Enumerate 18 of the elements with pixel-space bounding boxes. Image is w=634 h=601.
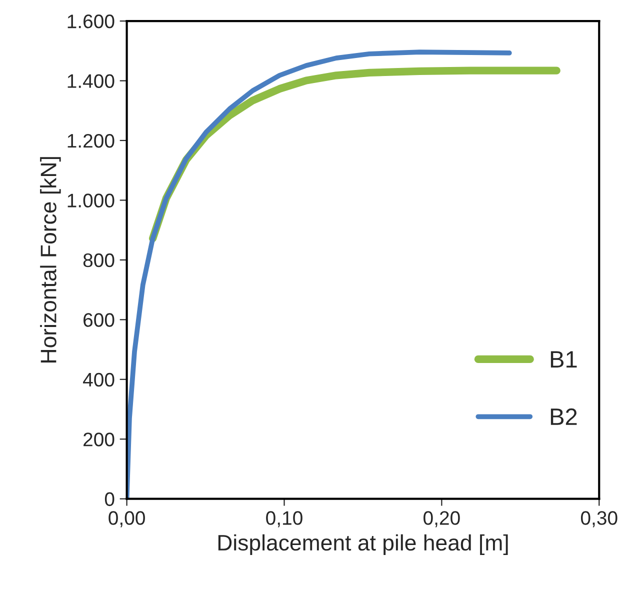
y-tick-label: 1.400 <box>68 74 114 88</box>
x-tick-label: 0,30 <box>580 511 618 528</box>
y-axis-title: Horizontal Force [kN] <box>40 157 61 362</box>
y-tick-label: 1.600 <box>68 14 114 28</box>
x-tick-label: 0,10 <box>266 511 302 528</box>
legend-label: B2 <box>550 408 577 425</box>
y-tick-label: 800 <box>83 253 114 268</box>
y-tick-label: 1.000 <box>68 194 114 208</box>
y-tick-label: 200 <box>84 432 114 446</box>
x-tick-label: 0,00 <box>108 511 145 528</box>
y-tick-label: 600 <box>84 313 114 327</box>
y-tick-label: 400 <box>83 372 114 387</box>
x-axis-title: Displacement at pile head [m] <box>218 534 508 556</box>
y-tick-label: 0 <box>104 492 114 506</box>
y-tick-label: 1.200 <box>68 134 114 148</box>
x-tick-label: 0,20 <box>424 511 460 528</box>
line-series <box>126 50 512 499</box>
legend-label: B1 <box>550 351 577 368</box>
